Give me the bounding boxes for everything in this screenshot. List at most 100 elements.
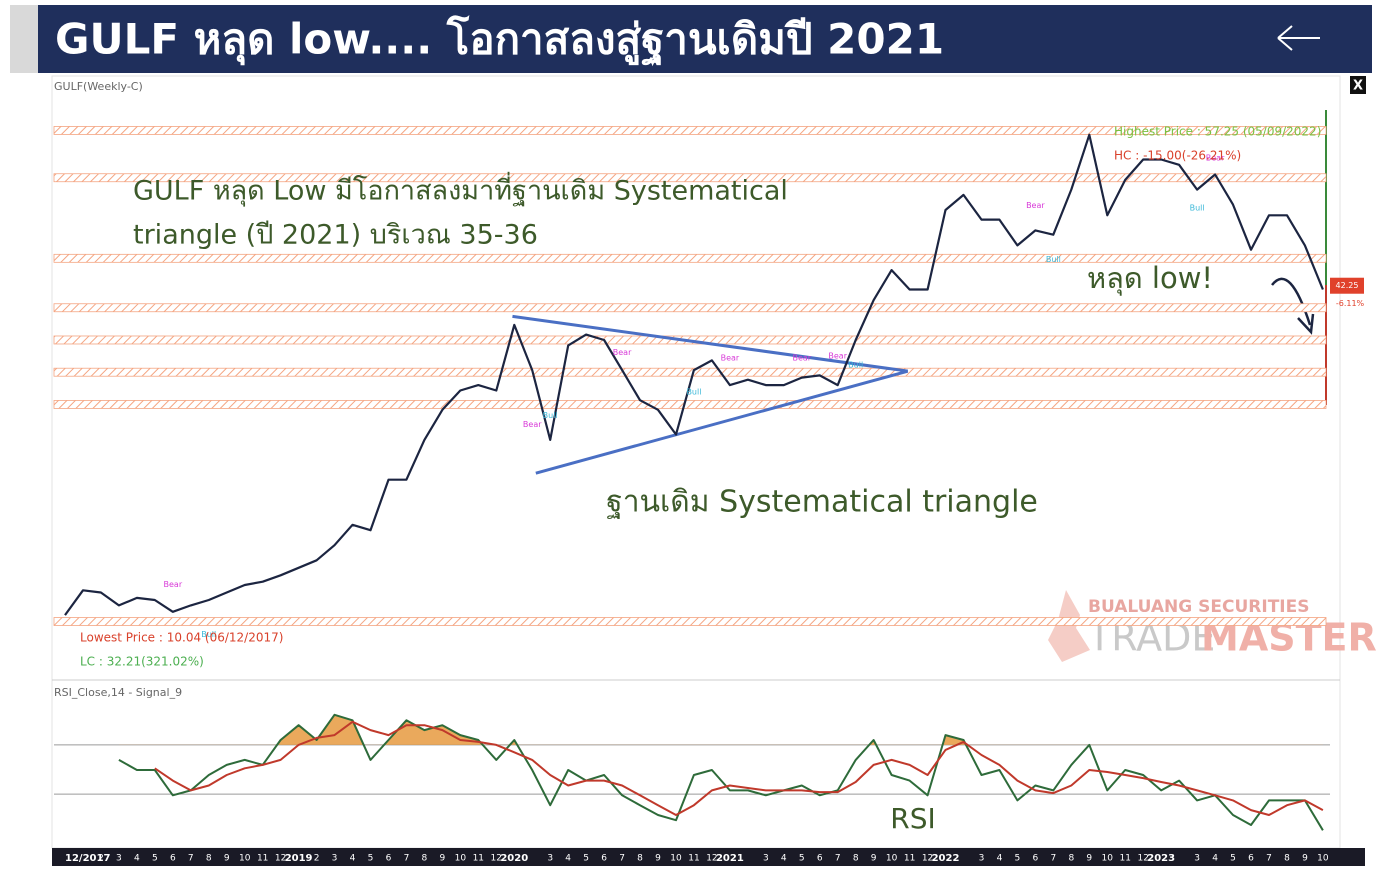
x-tick-label: 6 <box>386 854 392 864</box>
x-tick-label: 10 <box>1317 854 1329 864</box>
last-price-box <box>1330 277 1364 294</box>
x-tick-label: 6 <box>817 854 823 864</box>
support-zone <box>53 400 1327 409</box>
chart-title: GULF(Weekly-C) <box>54 80 143 93</box>
x-tick-label: 10 <box>670 854 682 864</box>
highest-label: Highest Price : 57.25 (05/09/2022) <box>1114 125 1321 139</box>
x-tick-label: 8 <box>853 854 859 864</box>
x-tick-label: 7 <box>619 854 625 864</box>
x-tick-label: 7 <box>835 854 841 864</box>
x-tick-label: 4 <box>350 854 356 864</box>
support-zone <box>53 367 1327 377</box>
x-tick-label: 11 <box>1120 854 1131 864</box>
last-price-label: 42.25 <box>1336 281 1359 290</box>
x-tick-label: 3 <box>116 854 122 864</box>
x-tick-label: 2019 <box>285 853 313 864</box>
x-tick-label: 9 <box>1086 854 1092 864</box>
x-tick-label: 10 <box>239 854 251 864</box>
x-tick-label: 12 <box>706 854 717 864</box>
signal-label: Bear <box>828 351 847 360</box>
x-tick-label: 4 <box>565 854 571 864</box>
x-tick-label: 9 <box>224 854 230 864</box>
x-tick-label: 7 <box>404 854 410 864</box>
x-tick-label: 8 <box>1068 854 1074 864</box>
x-tick-label: 10 <box>886 854 898 864</box>
x-tick-label: 2020 <box>500 853 528 864</box>
signal-label: Bear <box>613 348 632 357</box>
x-tick-label: 10 <box>455 854 467 864</box>
x-tick-label: 5 <box>1230 854 1236 864</box>
x-tick-label: 9 <box>871 854 877 864</box>
x-tick-label: 11 <box>904 854 915 864</box>
arrow-head <box>1297 313 1315 335</box>
header-title: GULF หลุด low.... โอกาสลงสู่ฐานเดิมปี 20… <box>55 15 944 67</box>
overbought-fill <box>118 714 1323 745</box>
lc-label: LC : 32.21(321.02%) <box>80 655 204 669</box>
x-tick-label: 12 <box>1137 854 1148 864</box>
support-zone <box>53 126 1327 135</box>
x-tick-label: 12 <box>275 854 286 864</box>
x-tick-label: 11 <box>473 854 484 864</box>
annotation: หลุด low! <box>1087 261 1213 296</box>
panel-label: RSI <box>890 802 936 835</box>
x-tick-label: 6 <box>170 854 176 864</box>
down-arrow <box>1271 277 1312 326</box>
x-tick-label: 12/2017 <box>65 853 110 864</box>
triangle-line <box>535 369 909 475</box>
chart-area <box>51 75 1341 849</box>
signal-label: Bull <box>1190 204 1205 213</box>
x-tick-label: 4 <box>134 854 140 864</box>
x-tick-label: 8 <box>1284 854 1290 864</box>
logo-flame <box>1048 590 1090 662</box>
x-tick-label: 2 <box>314 854 320 864</box>
annotation: triangle (ปี 2021) บริเวณ 35-36 <box>133 220 538 251</box>
x-tick-label: 6 <box>1033 854 1039 864</box>
annotation: GULF หลุด Low มีโอกาสลงมาที่ฐานเดิม Syst… <box>133 172 788 208</box>
close-label[interactable]: X <box>1353 79 1363 94</box>
back-button[interactable] <box>1277 25 1320 51</box>
x-tick-label: 5 <box>1015 854 1021 864</box>
x-tick-label: 7 <box>1266 854 1272 864</box>
x-axis-bar <box>52 848 1365 866</box>
x-tick-label: 11 <box>688 854 699 864</box>
signal-line <box>154 720 1324 816</box>
hc-label: HC : -15.00(-26.21%) <box>1114 149 1241 163</box>
x-tick-label: 10 <box>1102 854 1114 864</box>
x-tick-label: 12 <box>922 854 933 864</box>
support-zone <box>53 617 1327 626</box>
price-line <box>64 133 1324 616</box>
x-tick-label: 12 <box>491 854 502 864</box>
support-zone <box>53 303 1327 313</box>
signal-label: Bull <box>686 387 701 396</box>
x-tick-label: 7 <box>1050 854 1056 864</box>
lowest-label: Lowest Price : 10.04 (06/12/2017) <box>80 631 283 645</box>
signal-label: Bull <box>848 361 863 370</box>
rsi-line <box>118 713 1324 831</box>
close-box[interactable] <box>1350 76 1366 94</box>
x-tick-label: 3 <box>979 854 985 864</box>
x-tick-label: 2023 <box>1147 853 1175 864</box>
x-tick-label: 3 <box>547 854 553 864</box>
x-tick-label: 8 <box>422 854 428 864</box>
x-tick-label: 5 <box>799 854 805 864</box>
x-tick-label: 9 <box>655 854 661 864</box>
header-bar <box>38 5 1372 73</box>
x-tick-label: 4 <box>1212 854 1218 864</box>
signal-label: Bull <box>1046 255 1061 264</box>
x-tick-label: 11 <box>257 854 268 864</box>
x-tick-label: 5 <box>152 854 158 864</box>
change-label: -6.11% <box>1336 299 1365 308</box>
watermark-company: BUALUANG SECURITIES <box>1088 597 1310 617</box>
x-tick-label: 6 <box>1248 854 1254 864</box>
x-tick-label: 9 <box>1302 854 1308 864</box>
signal-label: Bear <box>164 580 183 589</box>
x-tick-label: 8 <box>637 854 643 864</box>
signal-label: Bear <box>1206 154 1225 163</box>
x-tick-label: 8 <box>206 854 212 864</box>
signal-label: Bear <box>1026 201 1045 210</box>
triangle-line <box>512 314 908 373</box>
support-zone <box>53 173 1327 183</box>
signal-label: Bear <box>721 353 740 362</box>
signal-label: Bear <box>792 353 811 362</box>
